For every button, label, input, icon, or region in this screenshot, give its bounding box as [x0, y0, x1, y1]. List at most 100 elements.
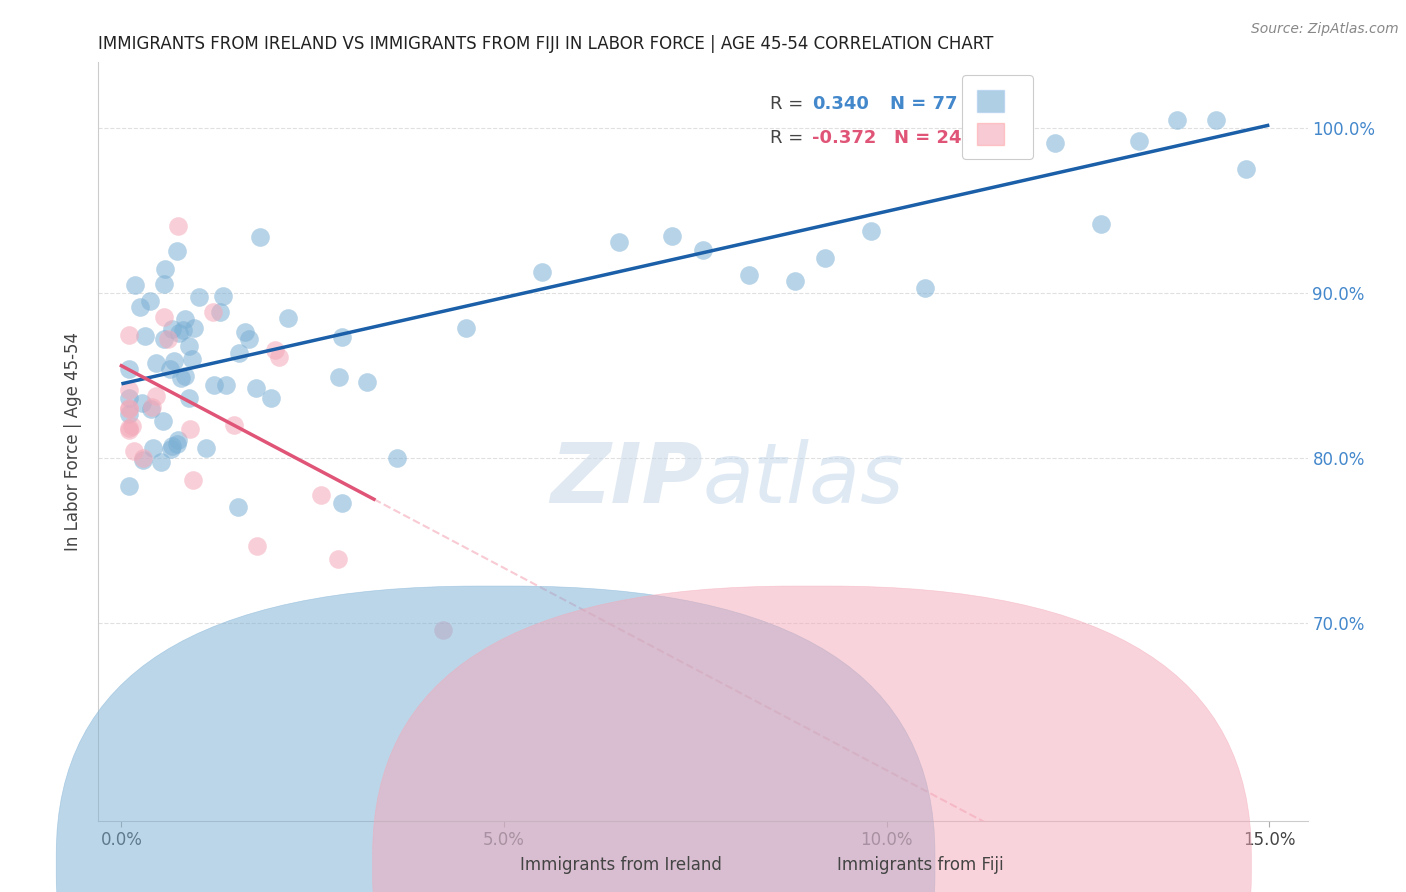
Point — [131, 450, 153, 465]
Point — [228, 345, 250, 359]
Point — [128, 301, 150, 315]
Point — [163, 354, 186, 368]
Point — [692, 244, 714, 258]
Point — [249, 230, 271, 244]
Point — [246, 539, 269, 553]
Point — [153, 310, 176, 325]
Legend: , : , — [962, 75, 1032, 159]
Point — [454, 321, 477, 335]
Point — [118, 479, 141, 493]
Point — [607, 235, 630, 249]
Text: ZIP: ZIP — [550, 439, 703, 520]
Point — [153, 332, 176, 346]
Point — [330, 330, 353, 344]
Point — [139, 402, 162, 417]
Point — [160, 322, 183, 336]
Text: 0.340: 0.340 — [811, 95, 869, 113]
Text: -0.372: -0.372 — [811, 129, 876, 147]
Point — [131, 395, 153, 409]
Point — [122, 443, 145, 458]
Point — [159, 362, 181, 376]
Y-axis label: In Labor Force | Age 45-54: In Labor Force | Age 45-54 — [65, 332, 83, 551]
Point — [432, 624, 454, 638]
Point — [172, 323, 194, 337]
Point — [118, 327, 141, 342]
Point — [356, 375, 378, 389]
Point — [183, 321, 205, 335]
Point — [260, 391, 283, 405]
Point — [245, 381, 267, 395]
Point — [157, 332, 180, 346]
Point — [118, 402, 141, 417]
Point — [153, 277, 176, 292]
Point — [238, 332, 260, 346]
Point — [118, 361, 141, 376]
Text: R =: R = — [769, 129, 808, 147]
Point — [145, 389, 167, 403]
Text: R =: R = — [769, 95, 808, 113]
Point — [967, 136, 990, 151]
Text: Source: ZipAtlas.com: Source: ZipAtlas.com — [1251, 22, 1399, 37]
Point — [118, 421, 141, 435]
Point — [181, 351, 204, 366]
Point — [145, 356, 167, 370]
Point — [166, 244, 188, 259]
Text: Immigrants from Ireland: Immigrants from Ireland — [520, 856, 723, 874]
Point — [166, 437, 188, 451]
Point — [326, 552, 349, 566]
Point — [201, 305, 224, 319]
Point — [179, 339, 201, 353]
Point — [174, 312, 197, 326]
Point — [166, 434, 188, 448]
Point — [212, 289, 235, 303]
Text: Immigrants from Fiji: Immigrants from Fiji — [837, 856, 1004, 874]
Point — [224, 418, 246, 433]
Text: atlas: atlas — [703, 439, 904, 520]
Point — [150, 455, 173, 469]
Point — [264, 343, 287, 358]
Point — [226, 500, 249, 515]
Point — [141, 400, 163, 414]
Point — [118, 407, 141, 421]
Point — [202, 377, 225, 392]
Point — [170, 370, 193, 384]
Point — [215, 378, 238, 392]
Point — [134, 329, 156, 343]
Point — [194, 441, 217, 455]
Point — [1166, 113, 1188, 128]
Point — [385, 450, 408, 465]
Point — [139, 293, 162, 308]
Point — [1234, 161, 1257, 176]
Point — [155, 262, 177, 277]
Point — [121, 419, 143, 434]
Point — [188, 289, 211, 303]
Point — [267, 350, 290, 364]
Point — [179, 391, 201, 405]
Point — [183, 473, 205, 487]
Point — [118, 383, 141, 397]
Text: N = 24: N = 24 — [894, 129, 962, 147]
Point — [814, 252, 837, 266]
Point — [118, 401, 141, 416]
Point — [162, 439, 184, 453]
Point — [531, 265, 554, 279]
Point — [1205, 113, 1227, 128]
Point — [152, 414, 174, 428]
Point — [118, 423, 141, 437]
Point — [311, 488, 333, 502]
Point — [783, 274, 806, 288]
Point — [1043, 136, 1066, 150]
Point — [1014, 143, 1036, 157]
Point — [208, 305, 231, 319]
Point — [1128, 134, 1150, 148]
Point — [235, 325, 257, 339]
Point — [169, 326, 191, 340]
Point — [328, 369, 350, 384]
Text: N = 77: N = 77 — [890, 95, 957, 113]
Point — [118, 391, 141, 405]
Point — [142, 441, 165, 455]
Point — [124, 277, 146, 292]
Point — [132, 453, 155, 467]
Point — [914, 281, 936, 295]
Text: IMMIGRANTS FROM IRELAND VS IMMIGRANTS FROM FIJI IN LABOR FORCE | AGE 45-54 CORRE: IMMIGRANTS FROM IRELAND VS IMMIGRANTS FR… — [98, 35, 994, 53]
